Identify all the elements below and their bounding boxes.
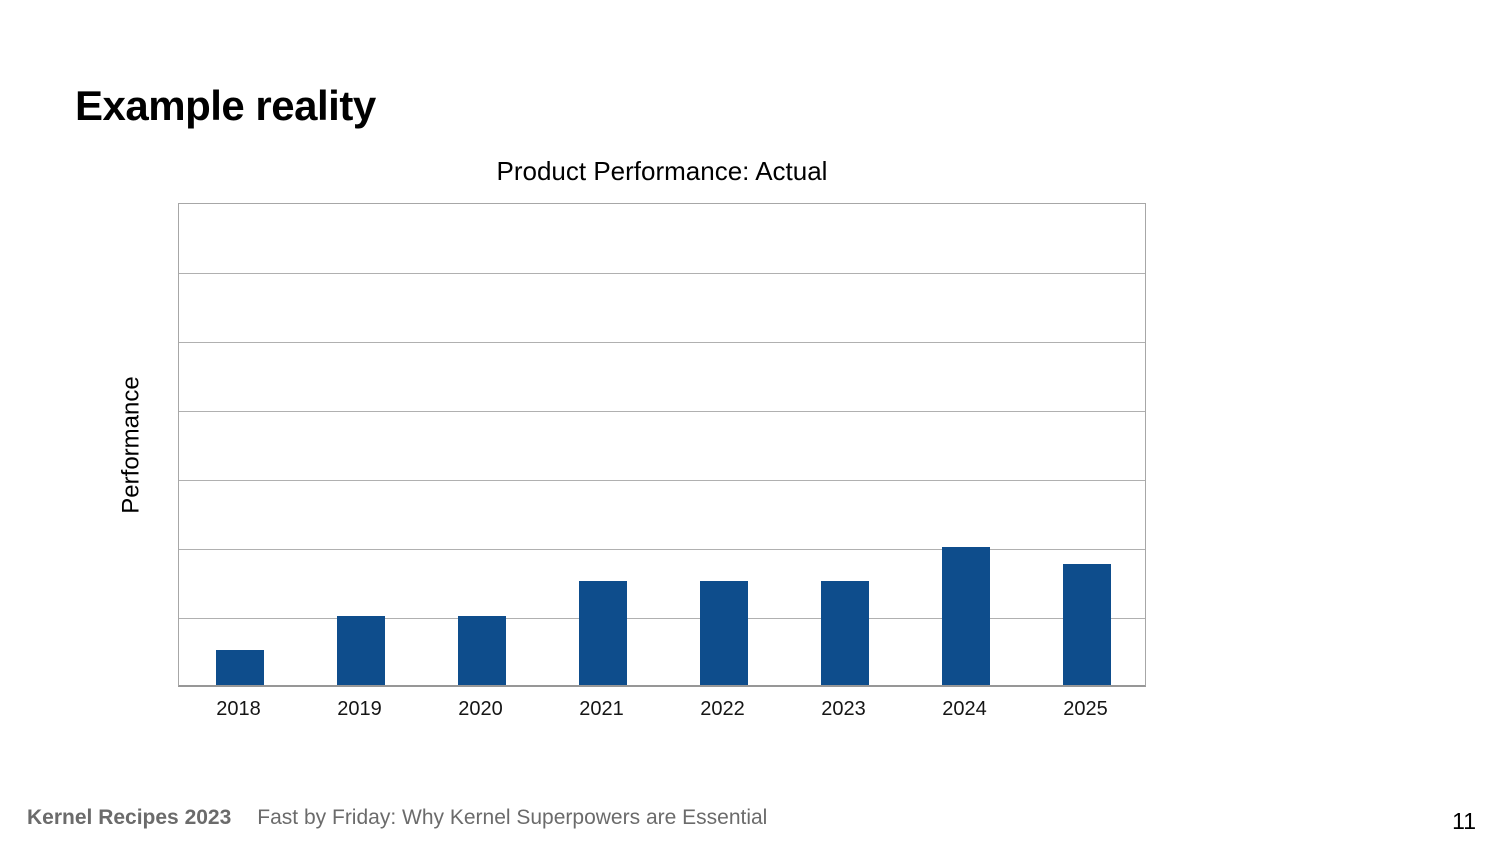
bar-2025 bbox=[1062, 564, 1111, 685]
bar-chart-plot-area bbox=[178, 203, 1146, 687]
x-axis-label-2024: 2024 bbox=[942, 698, 987, 720]
bar-2019 bbox=[336, 615, 385, 685]
x-axis-label-2020: 2020 bbox=[458, 698, 503, 720]
page-number: 11 bbox=[1452, 808, 1476, 834]
bar-2022 bbox=[699, 581, 748, 685]
x-axis-label-2023: 2023 bbox=[821, 698, 866, 720]
bar-2018 bbox=[215, 650, 264, 685]
bar-2021 bbox=[578, 581, 627, 685]
y-axis-label-container: Performance bbox=[108, 203, 156, 687]
gridline bbox=[179, 410, 1145, 412]
y-axis-label: Performance bbox=[118, 376, 146, 514]
gridline bbox=[179, 341, 1145, 343]
slide-footer: Kernel Recipes 2023 Fast by Friday: Why K… bbox=[27, 806, 767, 830]
footer-talk-title: Fast by Friday: Why Kernel Superpowers a… bbox=[257, 806, 768, 829]
x-axis-labels: 2018 2019 2020 2021 2022 2023 2024 2025 bbox=[178, 698, 1146, 724]
x-axis-label-2022: 2022 bbox=[700, 698, 745, 720]
x-axis-label-2018: 2018 bbox=[216, 698, 261, 720]
x-axis-label-2025: 2025 bbox=[1063, 698, 1108, 720]
gridline bbox=[179, 549, 1145, 551]
x-axis-label-2021: 2021 bbox=[579, 698, 624, 720]
x-axis-label-2019: 2019 bbox=[337, 698, 382, 720]
footer-event-name: Kernel Recipes 2023 bbox=[27, 806, 232, 829]
bar-2020 bbox=[457, 615, 506, 685]
gridline bbox=[179, 272, 1145, 274]
bar-2023 bbox=[820, 581, 869, 685]
gridline bbox=[179, 480, 1145, 482]
bar-2024 bbox=[941, 546, 990, 685]
slide-title: Example reality bbox=[75, 82, 376, 129]
chart-title: Product Performance: Actual bbox=[496, 156, 828, 186]
gridline bbox=[179, 618, 1145, 620]
